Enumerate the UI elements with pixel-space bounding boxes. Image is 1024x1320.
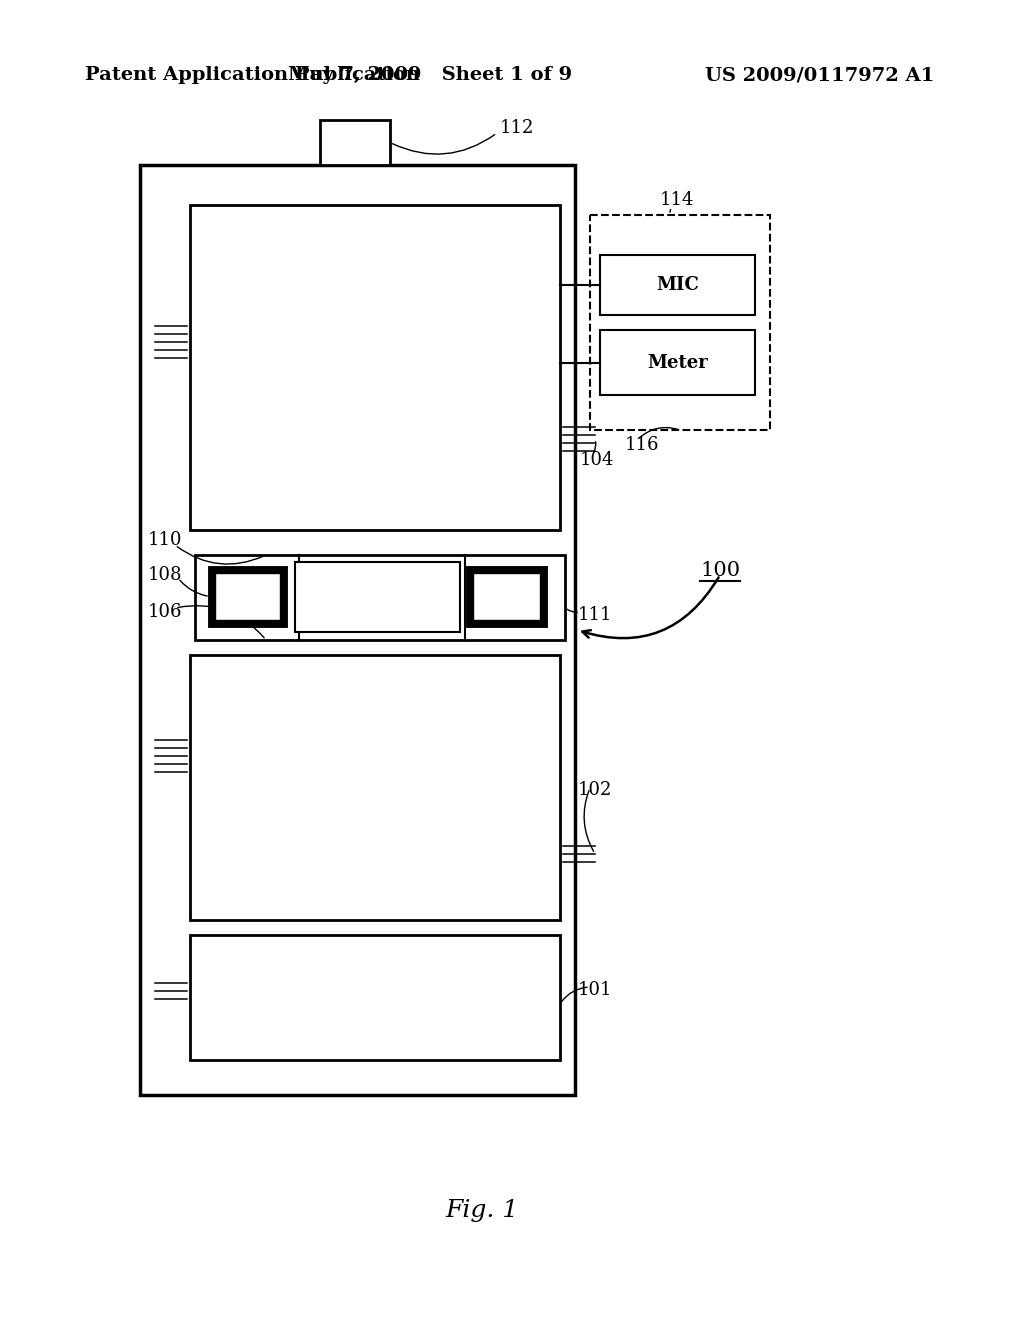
Bar (195, 554, 565, 640)
Bar (190, 935, 560, 1060)
Bar (190, 655, 560, 920)
Bar (210, 568, 285, 624)
Text: Patent Application Publication: Patent Application Publication (85, 66, 420, 84)
Text: 116: 116 (625, 436, 659, 454)
Bar (295, 562, 460, 632)
Bar (468, 568, 545, 624)
Text: 104: 104 (580, 451, 614, 469)
Bar (319, 120, 390, 165)
Text: Meter: Meter (647, 354, 708, 371)
Text: 101: 101 (578, 981, 612, 999)
Text: Fig. 1: Fig. 1 (445, 1199, 518, 1221)
Text: 100: 100 (700, 561, 740, 579)
Bar (590, 215, 770, 430)
Bar (215, 573, 280, 620)
Bar (600, 255, 755, 315)
Text: 111: 111 (578, 606, 612, 624)
Bar (140, 165, 575, 1096)
Bar (473, 573, 540, 620)
Bar (600, 330, 755, 395)
Text: 106: 106 (148, 603, 182, 620)
Text: 114: 114 (660, 191, 694, 209)
Text: May 7, 2009   Sheet 1 of 9: May 7, 2009 Sheet 1 of 9 (288, 66, 572, 84)
Text: US 2009/0117972 A1: US 2009/0117972 A1 (706, 66, 935, 84)
Text: MIC: MIC (656, 276, 699, 294)
Text: 112: 112 (500, 119, 535, 137)
Text: 108: 108 (148, 566, 182, 583)
Bar (190, 205, 560, 531)
Text: 102: 102 (578, 781, 612, 799)
Text: 110: 110 (148, 531, 182, 549)
